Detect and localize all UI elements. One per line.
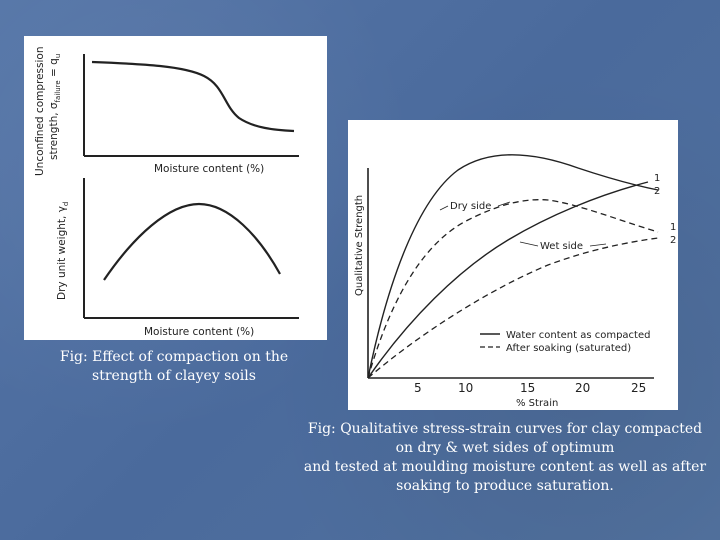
right-caption-line1: Fig: Qualitative stress-strain curves fo… bbox=[307, 421, 703, 437]
right-caption-line2: on dry & wet sides of optimum bbox=[395, 440, 615, 456]
x-tick-label: 20 bbox=[575, 381, 590, 395]
right-caption-line4: soaking to produce saturation. bbox=[396, 478, 614, 494]
dry-side-soaked-curve bbox=[367, 199, 659, 379]
stress-strain-xlabel: % Strain bbox=[516, 398, 558, 409]
strength-vs-moisture-curve bbox=[91, 60, 295, 133]
x-tick-label: 15 bbox=[520, 381, 535, 395]
bottom-chart-ylabel: Dry unit weight, γd bbox=[56, 202, 70, 300]
stress-strain-figure: Qualitative Strength 5 10 15 20 25 % Str… bbox=[348, 120, 678, 410]
stress-strain-ylabel: Qualitative Strength bbox=[354, 195, 365, 296]
legend-solid-label: Water content as compacted bbox=[506, 330, 650, 341]
right-caption-line3: and tested at moulding moisture content … bbox=[303, 459, 707, 475]
top-chart-xlabel: Moisture content (%) bbox=[154, 163, 264, 175]
legend-dashed-label: After soaking (saturated) bbox=[506, 343, 631, 354]
dry-side-pointer bbox=[439, 205, 449, 211]
wet-side-as-compacted-curve bbox=[367, 181, 649, 379]
x-tick-label: 25 bbox=[631, 381, 646, 395]
top-chart-ylabel-line2: strength, σfailure = qu bbox=[48, 54, 62, 160]
wet-side-label: Wet side bbox=[540, 241, 583, 252]
wet-side-pointer bbox=[589, 243, 607, 247]
curve-label-2-bottom: 2 bbox=[670, 235, 676, 246]
compaction-strength-figure: Unconfined compression strength, σfailur… bbox=[24, 36, 327, 340]
dry-side-label: Dry side bbox=[450, 201, 491, 212]
right-figure-caption: Fig: Qualitative stress-strain curves fo… bbox=[300, 420, 710, 496]
left-caption-line1: Fig: Effect of compaction on the bbox=[59, 349, 289, 365]
top-chart-ylabel-line1: Unconfined compression bbox=[34, 47, 46, 177]
x-tick-label: 5 bbox=[414, 381, 422, 395]
left-caption-line2: strength of clayey soils bbox=[92, 368, 256, 384]
curve-label-1-bottom: 1 bbox=[670, 222, 676, 233]
bottom-chart-xlabel: Moisture content (%) bbox=[144, 326, 254, 338]
compaction-strength-svg: Unconfined compression strength, σfailur… bbox=[34, 47, 299, 338]
wet-side-pointer bbox=[519, 241, 539, 247]
dry-side-as-compacted-curve bbox=[367, 154, 659, 379]
dry-unit-weight-curve bbox=[103, 202, 281, 281]
stress-strain-svg: Qualitative Strength 5 10 15 20 25 % Str… bbox=[354, 154, 676, 409]
curve-label-2-top: 2 bbox=[654, 186, 660, 197]
dry-side-pointer bbox=[497, 201, 511, 207]
x-tick-label: 10 bbox=[458, 381, 473, 395]
wet-side-soaked-curve bbox=[367, 237, 659, 379]
left-figure-caption: Fig: Effect of compaction on the strengt… bbox=[40, 348, 308, 386]
curve-label-1-top: 1 bbox=[654, 173, 660, 184]
